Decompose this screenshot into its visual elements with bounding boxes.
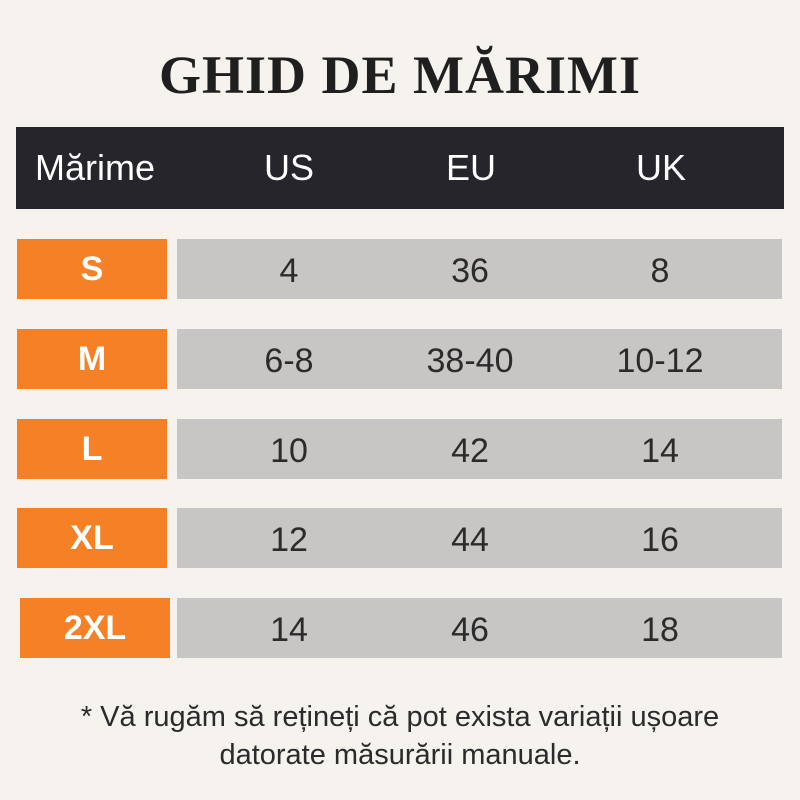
- size-label: M: [17, 329, 167, 389]
- table-row: XL 12 44 16: [0, 508, 800, 570]
- value-bar: 4 36 8: [177, 239, 782, 299]
- value-bar: 10 42 14: [177, 419, 782, 479]
- size-label: S: [17, 239, 167, 299]
- table-row: 2XL 14 46 18: [0, 598, 800, 660]
- table-row: L 10 42 14: [0, 419, 800, 481]
- uk-value: 10-12: [616, 342, 704, 380]
- uk-value: 14: [641, 432, 679, 470]
- eu-value: 46: [451, 611, 489, 649]
- uk-value: 16: [641, 521, 679, 559]
- header-us: US: [263, 147, 314, 188]
- footnote-line-2: datorate măsurării manuale.: [219, 739, 581, 771]
- us-value: 6-8: [264, 342, 314, 380]
- value-bar: 6-8 38-40 10-12: [177, 329, 782, 389]
- table-row: S 4 36 8: [0, 239, 800, 301]
- eu-value: 36: [451, 252, 489, 290]
- table-header: Mărime US EU UK: [16, 127, 784, 209]
- us-value: 4: [279, 252, 299, 290]
- uk-value: 8: [650, 252, 670, 290]
- us-value: 10: [270, 432, 308, 470]
- header-eu: EU: [445, 147, 496, 188]
- size-label: L: [17, 419, 167, 479]
- uk-value: 18: [641, 611, 679, 649]
- eu-value: 42: [451, 432, 489, 470]
- header-uk: UK: [635, 147, 686, 188]
- eu-value: 44: [451, 521, 489, 559]
- value-bar: 14 46 18: [177, 598, 782, 658]
- us-value: 14: [270, 611, 308, 649]
- page-title: GHID DE MĂRIMI: [159, 45, 641, 105]
- eu-value: 38-40: [426, 342, 514, 380]
- footnote: * Vă rugăm să rețineți că pot exista var…: [0, 698, 800, 774]
- table-row: M 6-8 38-40 10-12: [0, 329, 800, 391]
- footnote-line-1: * Vă rugăm să rețineți că pot exista var…: [80, 701, 720, 733]
- value-bar: 12 44 16: [177, 508, 782, 568]
- us-value: 12: [270, 521, 308, 559]
- size-label: XL: [17, 508, 167, 568]
- header-size: Mărime: [34, 147, 155, 188]
- size-label: 2XL: [20, 598, 170, 658]
